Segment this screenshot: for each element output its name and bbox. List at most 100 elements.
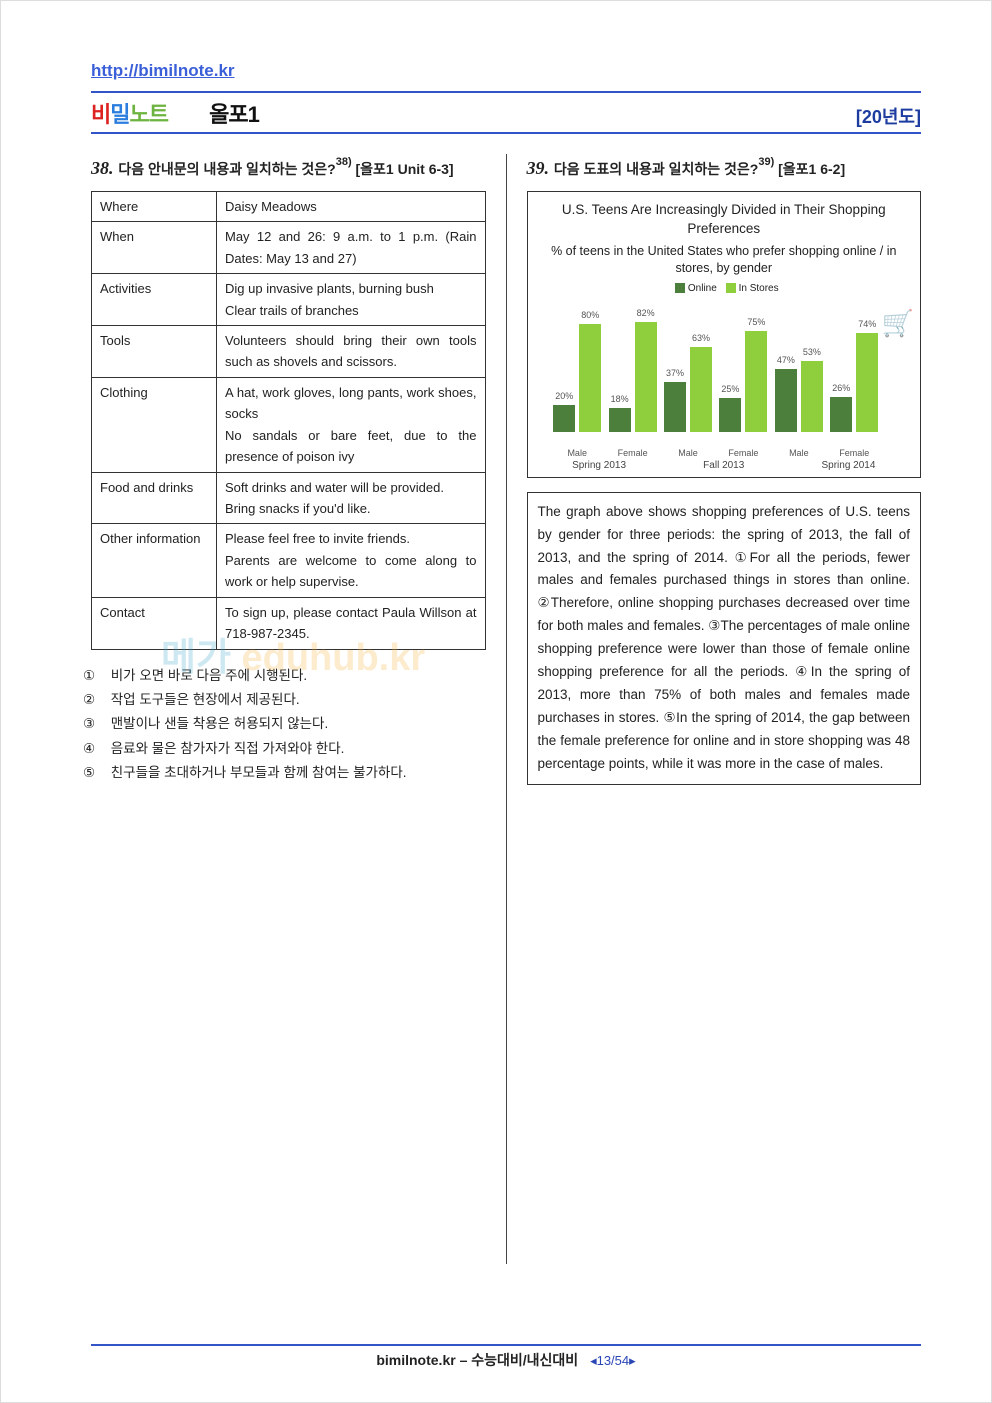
chart-bar: 37% (664, 382, 686, 432)
chart-bar-value: 47% (777, 355, 795, 365)
table-label-cell: Food and drinks (92, 472, 217, 524)
table-label-cell: Tools (92, 325, 217, 377)
chart-x-label: Female (719, 448, 767, 458)
choice-item[interactable]: ② 작업 도구들은 현장에서 제공된다. (91, 688, 486, 712)
table-value-cell: Please feel free to invite friends. Pare… (217, 524, 486, 597)
table-value-cell: Soft drinks and water will be provided. … (217, 472, 486, 524)
chart-x-group: Female (609, 448, 657, 458)
chart-x-label: Female (830, 448, 878, 458)
table-label-cell: Where (92, 191, 217, 221)
table-value-cell: May 12 and 26: 9 a.m. to 1 p.m. (Rain Da… (217, 222, 486, 274)
table-value-cell: A hat, work gloves, long pants, work sho… (217, 377, 486, 472)
chart-bar: 75% (745, 331, 767, 432)
chart-period-label: Spring 2013 (572, 460, 626, 471)
legend-swatch-online (675, 283, 685, 293)
q38-ref: 38) (336, 156, 352, 168)
footer-page: ◂13/54▸ (590, 1353, 636, 1368)
chart-bar: 80% (579, 324, 601, 431)
table-label-cell: Contact (92, 597, 217, 649)
brand-part-2: 밀 (110, 102, 129, 127)
chart-period-label: Fall 2013 (703, 460, 744, 471)
column-divider (506, 154, 507, 1264)
footer-text: bimilnote.kr – 수능대비/내신대비 (376, 1352, 578, 1368)
legend-swatch-stores (726, 283, 736, 293)
table-label-cell: Other information (92, 524, 217, 597)
q38-heading: 38. 다음 안내문의 내용과 일치하는 것은?38) [올포1 Unit 6-… (91, 154, 486, 183)
chart-bar: 47% (775, 369, 797, 432)
chart-x-group: Male (775, 448, 823, 458)
chart-x-group: Male (664, 448, 712, 458)
brand-logo: 비밀노트 올포1 (91, 97, 259, 129)
chart-bar-value: 18% (611, 394, 629, 404)
chart-bar-group: 18% 82% (609, 298, 657, 432)
chart-bar-group: 37%63% (664, 298, 712, 432)
brand-part-1: 비 (91, 102, 110, 127)
brand-part-3: 노 (130, 102, 149, 127)
chart-period-labels: Spring 2013 Fall 2013 Spring 2014 (534, 460, 915, 471)
choice-item[interactable]: ⑤ 친구들을 초대하거나 부모들과 함께 참여는 불가하다. (91, 761, 486, 785)
chart-x-label: Male (664, 448, 712, 458)
chart-legend: Online In Stores (534, 283, 915, 294)
choice-marker: ⑤ (91, 761, 107, 785)
table-value-cell: To sign up, please contact Paula Willson… (217, 597, 486, 649)
chart-bar-groups: 20%80%18%82%37%63%25%75%47%53%26%74% (550, 298, 883, 432)
chart-plot-area: 🛒 20%80%18%82%37%63%25%75%47%53%26%74% M… (538, 298, 911, 458)
choice-item[interactable]: ④ 음료와 물은 참가자가 직접 가져와야 한다. (91, 737, 486, 761)
left-column: 38. 다음 안내문의 내용과 일치하는 것은?38) [올포1 Unit 6-… (91, 154, 486, 1264)
chart-bar-group: 25%75% (719, 298, 767, 432)
q39-heading: 39. 다음 도표의 내용과 일치하는 것은?39) [올포1 6-2] (527, 154, 922, 183)
chart-bar: 25% (719, 398, 741, 432)
table-row: ToolsVolunteers should bring their own t… (92, 325, 486, 377)
header-year: [20년도] (856, 103, 921, 129)
q39-source: [올포1 6-2] (778, 161, 845, 177)
page: http://bimilnote.kr 비밀노트 올포1 [20년도] 38. … (0, 0, 992, 1403)
header-url-link[interactable]: http://bimilnote.kr (91, 61, 235, 80)
chart-bar-value: 25% (721, 384, 739, 394)
chart-bar: 26% (830, 397, 852, 432)
chart-x-labels: Male Female Male Female Male Female (550, 448, 883, 458)
chart-period-label: Spring 2014 (821, 460, 875, 471)
choice-marker: ① (91, 664, 107, 688)
table-row: ClothingA hat, work gloves, long pants, … (92, 377, 486, 472)
chart-bar: 20% (553, 405, 575, 432)
choice-item[interactable]: ③ 맨발이나 샌들 착용은 허용되지 않는다. (91, 712, 486, 736)
table-row: WhenMay 12 and 26: 9 a.m. to 1 p.m. (Rai… (92, 222, 486, 274)
chart-plot: 20%80%18%82%37%63%25%75%47%53%26%74% (550, 298, 883, 432)
table-label-cell: Activities (92, 274, 217, 326)
q38-choices: ① 비가 오면 바로 다음 주에 시행된다.② 작업 도구들은 현장에서 제공된… (91, 664, 486, 785)
chart-subtitle: % of teens in the United States who pref… (534, 243, 915, 277)
choice-marker: ④ (91, 737, 107, 761)
header-bar: 비밀노트 올포1 [20년도] (91, 91, 921, 134)
chart-x-label: Male (553, 448, 601, 458)
table-value-cell: Volunteers should bring their own tools … (217, 325, 486, 377)
chart-bar: 82% (635, 322, 657, 432)
content-columns: 38. 다음 안내문의 내용과 일치하는 것은?38) [올포1 Unit 6-… (91, 154, 921, 1264)
chart-x-group: Female (830, 448, 878, 458)
chart-bar: 74% (856, 333, 878, 432)
chart-bar: 63% (690, 347, 712, 431)
table-value-cell: Dig up invasive plants, burning bush Cle… (217, 274, 486, 326)
choice-marker: ② (91, 688, 107, 712)
chart-x-label: Female (609, 448, 657, 458)
chart-bar-value: 74% (858, 319, 876, 329)
chart-title: U.S. Teens Are Increasingly Divided in T… (534, 200, 915, 239)
chart-bar-value: 20% (555, 391, 573, 401)
chart-bar-value: 63% (692, 333, 710, 343)
footer-rule (91, 1344, 921, 1346)
choice-item[interactable]: ① 비가 오면 바로 다음 주에 시행된다. (91, 664, 486, 688)
footer: bimilnote.kr – 수능대비/내신대비 ◂13/54▸ (91, 1350, 921, 1370)
legend-label-stores: In Stores (739, 283, 779, 294)
table-row: ActivitiesDig up invasive plants, burnin… (92, 274, 486, 326)
chart-x-label: Male (775, 448, 823, 458)
chart-x-group: Female (719, 448, 767, 458)
q38-prompt: 다음 안내문의 내용과 일치하는 것은? (118, 161, 335, 177)
chart-bar-value: 37% (666, 368, 684, 378)
q39-prompt: 다음 도표의 내용과 일치하는 것은? (554, 161, 758, 177)
table-row: Food and drinksSoft drinks and water wil… (92, 472, 486, 524)
table-label-cell: Clothing (92, 377, 217, 472)
chart-bar-value: 82% (637, 308, 655, 318)
table-label-cell: When (92, 222, 217, 274)
brand-subtitle: 올포1 (209, 102, 259, 127)
q38-number: 38. (91, 158, 114, 178)
chart-bar-group: 20%80% (553, 298, 601, 432)
